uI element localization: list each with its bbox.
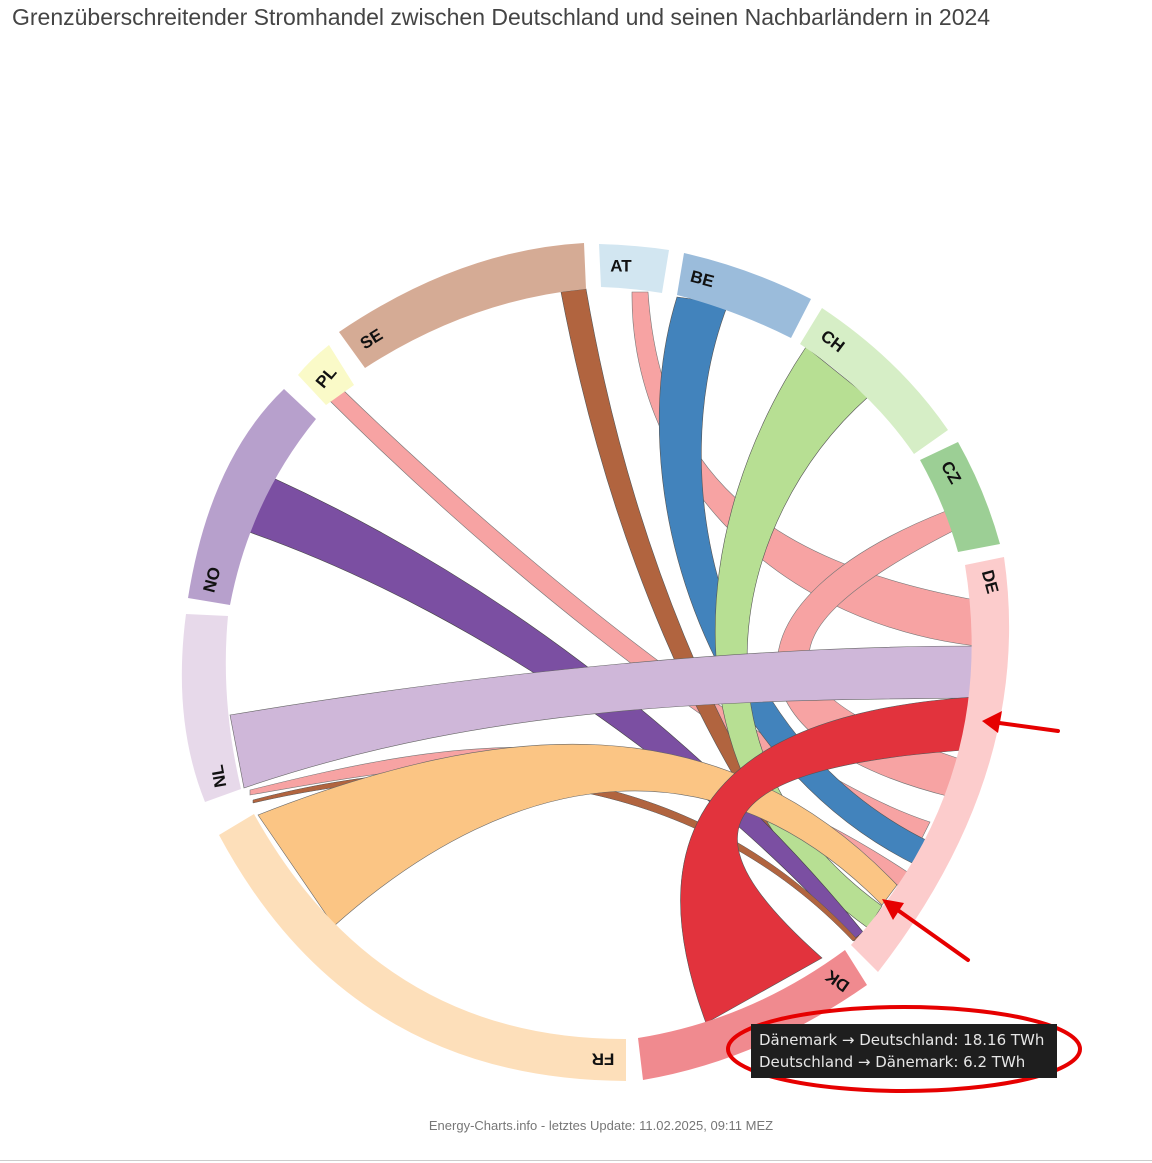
red-arrow-icon	[982, 711, 1060, 733]
group-label-at: AT	[610, 256, 632, 275]
chart-tooltip: Dänemark → Deutschland: 18.16 TWh Deutsc…	[751, 1024, 1057, 1078]
highlight-ellipse	[726, 1005, 1082, 1093]
arc-at[interactable]	[599, 244, 669, 293]
chart-title: Grenzüberschreitender Stromhandel zwisch…	[12, 4, 991, 30]
arc-ch[interactable]	[800, 308, 948, 454]
tooltip-line-export: Deutschland → Dänemark: 6.2 TWh	[759, 1053, 1026, 1071]
ribbon-pl-de[interactable]	[326, 388, 931, 843]
group-arc-layer	[181, 243, 1010, 1081]
arc-nl[interactable]	[181, 614, 241, 802]
arc-be[interactable]	[677, 253, 811, 338]
arc-de[interactable]	[851, 557, 1010, 972]
arc-cz[interactable]	[920, 442, 1000, 552]
ribbon-layer	[229, 288, 977, 1024]
arc-fr[interactable]	[219, 814, 626, 1081]
arc-dk[interactable]	[638, 950, 867, 1080]
tooltip-line-import: Dänemark → Deutschland: 18.16 TWh	[759, 1031, 1045, 1049]
footer-note: Energy-Charts.info - letztes Update: 11.…	[428, 1118, 774, 1133]
group-label-nl: NL	[208, 763, 231, 789]
footer-divider	[0, 1160, 1152, 1161]
arc-pl[interactable]	[298, 345, 354, 405]
arc-no[interactable]	[188, 389, 316, 605]
annotation-layer	[726, 711, 1082, 1093]
group-label-fr: FR	[592, 1050, 615, 1069]
arc-se[interactable]	[339, 243, 586, 368]
red-arrow-icon	[882, 899, 970, 962]
